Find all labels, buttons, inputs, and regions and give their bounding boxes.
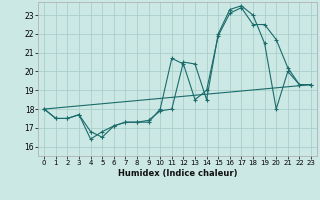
X-axis label: Humidex (Indice chaleur): Humidex (Indice chaleur) — [118, 169, 237, 178]
